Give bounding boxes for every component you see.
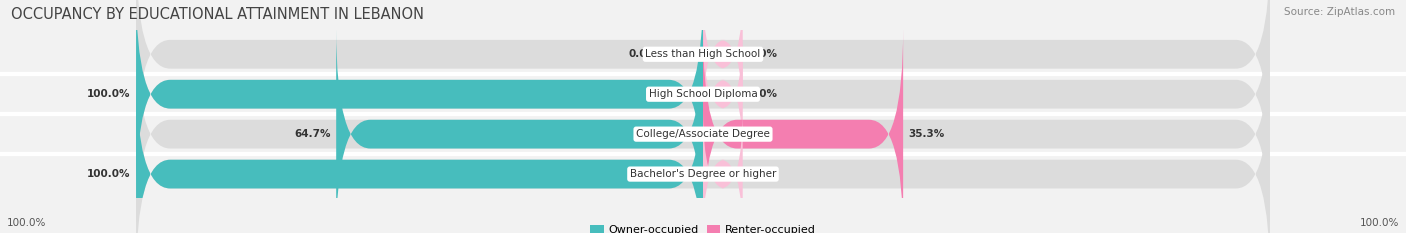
Text: 0.0%: 0.0% — [748, 169, 778, 179]
Text: High School Diploma: High School Diploma — [648, 89, 758, 99]
Text: College/Associate Degree: College/Associate Degree — [636, 129, 770, 139]
FancyBboxPatch shape — [136, 0, 1270, 200]
Text: 100.0%: 100.0% — [7, 218, 46, 228]
Text: OCCUPANCY BY EDUCATIONAL ATTAINMENT IN LEBANON: OCCUPANCY BY EDUCATIONAL ATTAINMENT IN L… — [11, 7, 425, 22]
Text: Source: ZipAtlas.com: Source: ZipAtlas.com — [1284, 7, 1395, 17]
Text: 100.0%: 100.0% — [87, 89, 131, 99]
Text: 64.7%: 64.7% — [294, 129, 330, 139]
FancyBboxPatch shape — [336, 29, 703, 233]
FancyBboxPatch shape — [136, 69, 1270, 233]
Text: 0.0%: 0.0% — [748, 49, 778, 59]
FancyBboxPatch shape — [703, 0, 742, 120]
Text: 100.0%: 100.0% — [1360, 218, 1399, 228]
FancyBboxPatch shape — [136, 0, 703, 200]
FancyBboxPatch shape — [136, 0, 1270, 160]
FancyBboxPatch shape — [703, 29, 903, 233]
FancyBboxPatch shape — [703, 109, 742, 233]
Text: 35.3%: 35.3% — [908, 129, 945, 139]
Text: 100.0%: 100.0% — [87, 169, 131, 179]
Text: 0.0%: 0.0% — [628, 49, 658, 59]
Legend: Owner-occupied, Renter-occupied: Owner-occupied, Renter-occupied — [586, 220, 820, 233]
Text: Bachelor's Degree or higher: Bachelor's Degree or higher — [630, 169, 776, 179]
FancyBboxPatch shape — [136, 29, 1270, 233]
FancyBboxPatch shape — [703, 29, 742, 160]
Text: Less than High School: Less than High School — [645, 49, 761, 59]
Text: 0.0%: 0.0% — [748, 89, 778, 99]
FancyBboxPatch shape — [136, 69, 703, 233]
